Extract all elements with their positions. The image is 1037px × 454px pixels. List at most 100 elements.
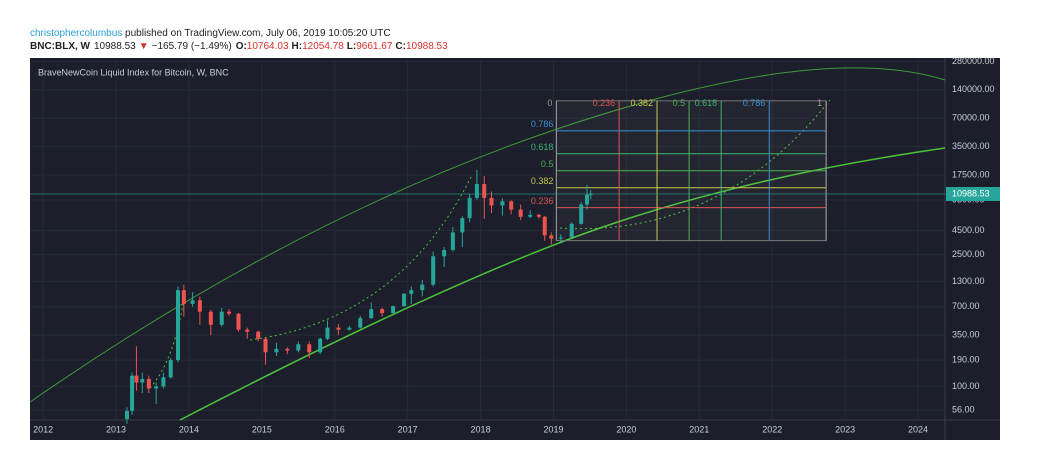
- candle-body: [585, 194, 590, 205]
- candle-body: [536, 214, 541, 217]
- y-tick-label: 56.00: [952, 405, 975, 415]
- last-price-box: [946, 186, 1000, 201]
- fib-time-label: 0.382: [630, 98, 653, 108]
- x-tick-label: 2015: [252, 424, 272, 434]
- last-price-label: 10988.53: [952, 188, 990, 198]
- publish-line: christophercolumbus published on Trading…: [30, 28, 391, 39]
- candle-body: [325, 327, 330, 339]
- fib-time-label: 0: [547, 98, 552, 108]
- y-tick-label: 100.00: [952, 381, 980, 391]
- candle-body: [146, 378, 151, 389]
- fib-label: 0.382: [531, 176, 554, 186]
- last: 10988.53: [94, 41, 136, 52]
- x-tick-label: 2017: [398, 424, 418, 434]
- candle-body: [509, 201, 514, 210]
- x-tick-label: 2013: [106, 424, 126, 434]
- y-tick-label: 4500.00: [952, 225, 985, 235]
- x-tick-label: 2022: [762, 424, 782, 434]
- candle-body: [208, 311, 213, 325]
- y-tick-label: 140000.00: [952, 84, 995, 94]
- candle-body: [391, 306, 396, 314]
- fib-time-label: 0.5: [673, 98, 686, 108]
- candle-body: [347, 327, 352, 330]
- ohlc-value: 10988.53: [406, 41, 448, 52]
- fib-label: 0.236: [531, 196, 554, 206]
- quote-line: BNC:BLX, W 10988.53 ▼ −165.79 (−1.49%) O:107…: [30, 41, 448, 52]
- candle-body: [256, 331, 261, 339]
- candle-body: [176, 290, 181, 361]
- candle-body: [402, 293, 407, 307]
- candle-body: [318, 338, 323, 353]
- candle-body: [549, 235, 554, 239]
- fib-time-label: 0.236: [593, 98, 616, 108]
- candle-body: [197, 300, 202, 312]
- y-tick-label: 190.00: [952, 354, 980, 364]
- candle-body: [274, 348, 279, 353]
- candle-body: [518, 209, 523, 217]
- candle-body: [161, 377, 166, 387]
- lower-curve: [179, 147, 946, 421]
- x-tick-label: 2016: [325, 424, 345, 434]
- candle-body: [450, 232, 455, 250]
- candle-body: [245, 329, 250, 332]
- candle-body: [500, 201, 505, 206]
- x-tick-label: 2014: [179, 424, 199, 434]
- y-tick-label: 1300.00: [952, 276, 985, 286]
- projection: [559, 99, 831, 230]
- y-tick-label: 35000.00: [952, 141, 990, 151]
- candle-body: [467, 197, 472, 219]
- candle-body: [296, 344, 301, 351]
- candle-body: [263, 338, 268, 353]
- candle-body: [482, 184, 487, 198]
- candle-body: [431, 256, 436, 285]
- x-tick-label: 2024: [908, 424, 928, 434]
- y-tick-label: 2500.00: [952, 249, 985, 259]
- candle-body: [579, 204, 584, 224]
- candle-body: [558, 237, 563, 239]
- candle-body: [442, 249, 447, 257]
- ohlc-value: 12054.78: [302, 41, 344, 52]
- y-tick-label: 17500.00: [952, 169, 990, 179]
- symbol: BNC:BLX, W: [30, 41, 91, 52]
- candle-body: [409, 290, 414, 294]
- x-tick-label: 2023: [835, 424, 855, 434]
- candle-body: [369, 309, 374, 319]
- y-tick-label: 70000.00: [952, 113, 990, 123]
- x-tick-label: 2020: [616, 424, 636, 434]
- candle-body: [154, 386, 159, 389]
- candle-body: [528, 214, 533, 217]
- candle-body: [124, 410, 129, 420]
- candle-body: [134, 375, 139, 383]
- y-tick-label: 350.00: [952, 329, 980, 339]
- change: −165.79 (−1.49%): [152, 41, 232, 52]
- published: published on TradingView.com, July 06, 2…: [122, 28, 390, 39]
- fib-time-label: 0.786: [743, 98, 766, 108]
- candle-body: [219, 311, 224, 325]
- fib-time-label: 1: [817, 98, 822, 108]
- ohlc-label: O:: [236, 41, 247, 52]
- candle-body: [380, 309, 385, 314]
- ohlc-value: 10764.03: [247, 41, 289, 52]
- candle-body: [307, 344, 312, 353]
- candle-body: [227, 311, 232, 314]
- arrow: ▼: [139, 41, 149, 52]
- candle-body: [474, 184, 479, 198]
- author: christophercolumbus: [30, 28, 122, 39]
- candle-body: [181, 290, 186, 304]
- projection: [249, 174, 473, 341]
- chart-panel: [30, 58, 1000, 440]
- chart-title: BraveNewCoin Liquid Index for Bitcoin, W…: [38, 67, 229, 77]
- y-tick-label: 700.00: [952, 301, 980, 311]
- ohlc-label: H:: [292, 41, 303, 52]
- ohlc-label: L:: [347, 41, 356, 52]
- candle-body: [285, 348, 290, 351]
- candle-body: [190, 300, 195, 304]
- candle-body: [420, 284, 425, 291]
- fib-label: 0.786: [531, 119, 554, 129]
- candle-body: [588, 193, 593, 195]
- y-tick-label: 280000.00: [952, 56, 995, 66]
- ohlc-label: C:: [395, 41, 406, 52]
- fib-label: 0.5: [541, 159, 554, 169]
